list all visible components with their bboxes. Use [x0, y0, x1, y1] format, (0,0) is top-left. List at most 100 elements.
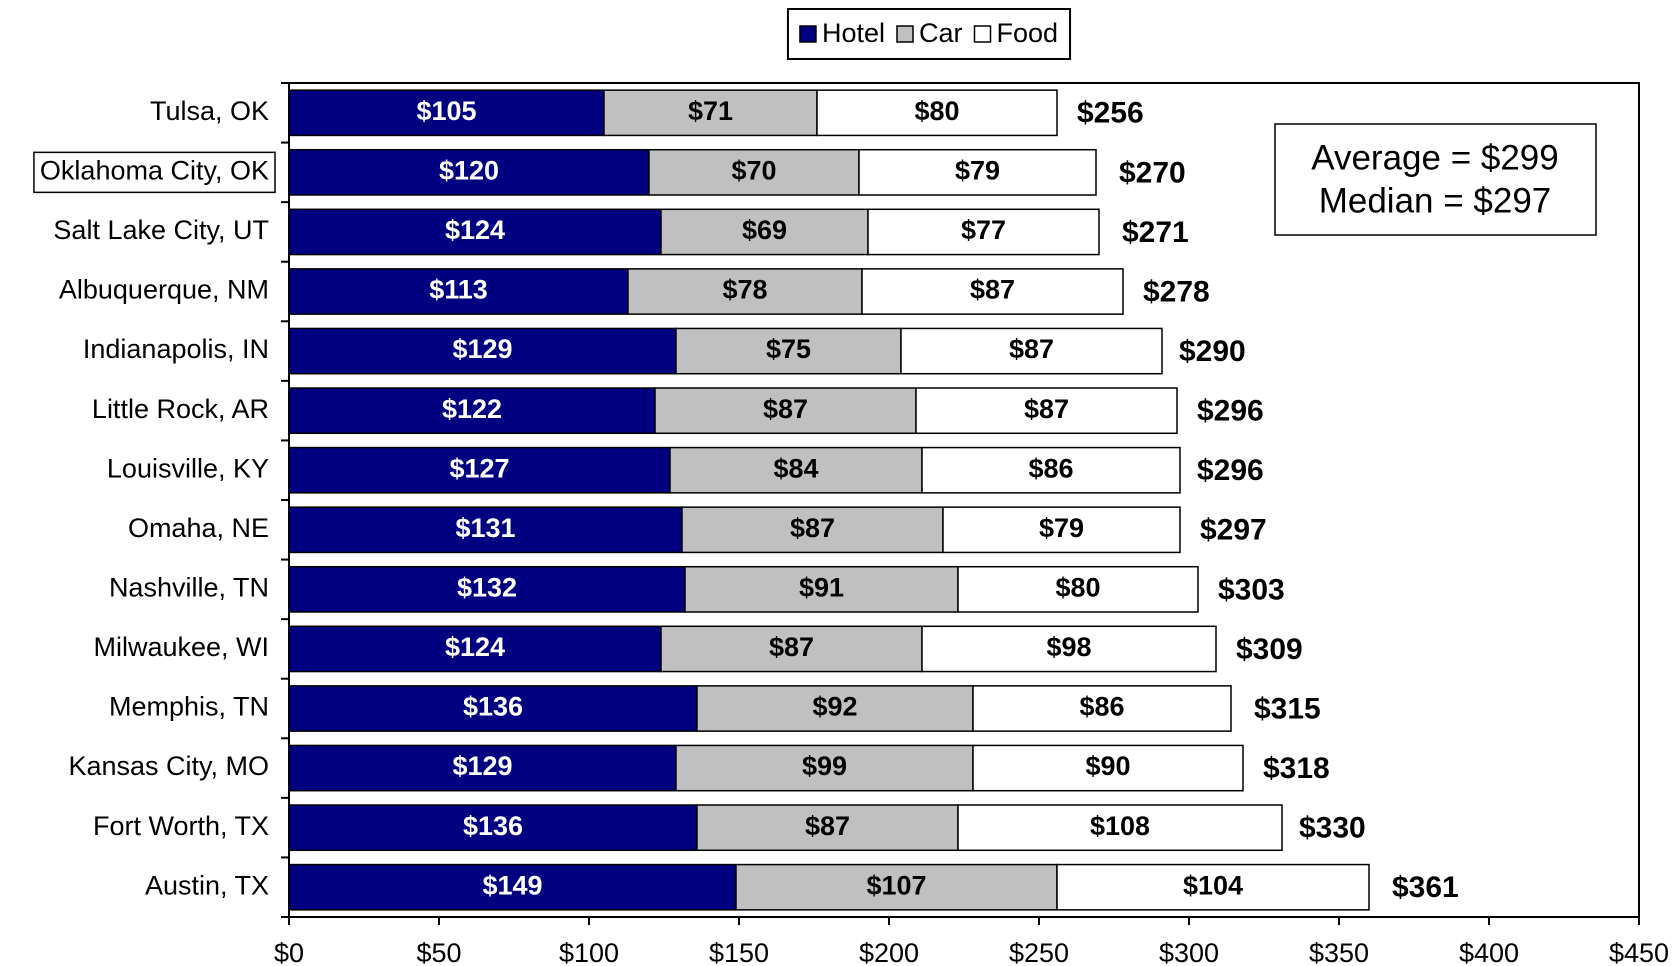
- category-label: Louisville, KY: [107, 453, 269, 483]
- bar-value-label: $136: [463, 811, 523, 841]
- bar-value-label: $105: [416, 96, 476, 126]
- x-tick-label: $250: [1009, 938, 1069, 966]
- bar-segment: [921, 446, 1181, 494]
- legend: [786, 8, 1072, 60]
- legend-label: Food: [997, 18, 1059, 48]
- total-label: $278: [1143, 275, 1210, 308]
- bar-segment: [648, 148, 860, 196]
- bar-value-label: $86: [1079, 692, 1124, 722]
- bar-value-label: $78: [722, 275, 767, 305]
- x-tick-label: $150: [709, 938, 769, 966]
- total-label: $297: [1200, 514, 1267, 547]
- total-label: $318: [1263, 752, 1330, 785]
- legend-label: Hotel: [822, 18, 885, 48]
- category-label: Little Rock, AR: [92, 394, 269, 424]
- bar-segment: [288, 327, 677, 375]
- annotation: Median = $297: [1319, 181, 1552, 220]
- x-tick-label: $100: [559, 938, 619, 966]
- x-tick-label: $400: [1459, 938, 1519, 966]
- category-label: Nashville, TN: [109, 572, 269, 602]
- bar-segment: [288, 804, 698, 852]
- bar-value-label: $71: [688, 96, 733, 126]
- category-label: Tulsa, OK: [150, 96, 269, 126]
- bar-value-label: $87: [1024, 394, 1069, 424]
- bar-value-label: $70: [731, 155, 776, 185]
- bar-segment: [288, 506, 683, 554]
- bar-segment: [288, 446, 671, 494]
- bar-segment: [288, 625, 662, 673]
- bar-value-label: $136: [463, 692, 523, 722]
- bar-value-label: $131: [455, 513, 515, 543]
- bar-segment: [972, 685, 1232, 732]
- bar-segment: [816, 89, 1058, 137]
- total-label: $270: [1119, 156, 1186, 189]
- bar-value-label: $87: [1009, 334, 1054, 364]
- total-label: $296: [1197, 395, 1264, 428]
- bar-segment: [861, 268, 1124, 315]
- bar-segment: [681, 506, 944, 554]
- annotation-box: [1274, 123, 1597, 236]
- total-label: $303: [1218, 573, 1285, 606]
- bar-value-label: $91: [799, 572, 844, 602]
- bar-segment: [288, 387, 656, 435]
- bar-segment: [675, 744, 974, 792]
- bar-value-label: $84: [773, 453, 818, 483]
- bar-segment: [972, 744, 1244, 792]
- bar-segment: [660, 208, 869, 256]
- total-label: $361: [1392, 871, 1459, 904]
- bar-segment: [1056, 863, 1370, 911]
- bar-value-label: $104: [1183, 870, 1243, 900]
- category-label: Memphis, TN: [109, 692, 269, 722]
- category-label: Omaha, NE: [128, 513, 269, 543]
- x-tick-label: $50: [416, 938, 461, 966]
- bar-segment: [288, 685, 698, 732]
- total-label: $296: [1197, 454, 1264, 487]
- category-label: Salt Lake City, UT: [53, 215, 269, 245]
- annotation: Average = $299: [1311, 138, 1558, 177]
- x-tick-label: $350: [1309, 938, 1369, 966]
- category-label: Milwaukee, WI: [93, 632, 269, 662]
- bar-value-label: $69: [742, 215, 787, 245]
- bar-segment: [735, 863, 1058, 911]
- bar-value-label: $120: [439, 155, 499, 185]
- bar-segment: [867, 208, 1100, 256]
- bar-segment: [603, 89, 818, 137]
- total-label: $256: [1077, 97, 1144, 130]
- legend-swatch: [896, 25, 914, 43]
- bar-value-label: $75: [766, 334, 811, 364]
- bar-value-label: $129: [452, 334, 512, 364]
- bar-value-label: $132: [457, 572, 517, 602]
- bar-value-label: $124: [445, 215, 505, 245]
- total-label: $271: [1122, 216, 1189, 249]
- total-label: $315: [1254, 692, 1321, 725]
- legend-swatch: [799, 25, 817, 43]
- bar-value-label: $87: [763, 394, 808, 424]
- bar-segment: [288, 565, 686, 613]
- legend-swatch: [973, 25, 992, 43]
- bar-segment: [900, 327, 1163, 375]
- bar-segment: [942, 506, 1181, 554]
- total-label: $330: [1299, 812, 1366, 845]
- x-tick-label: $450: [1609, 938, 1669, 966]
- bar-value-label: $87: [805, 811, 850, 841]
- bar-value-label: $122: [442, 394, 502, 424]
- bar-value-label: $77: [961, 215, 1006, 245]
- category-label: Austin, TX: [145, 870, 269, 900]
- bar-value-label: $79: [955, 155, 1000, 185]
- bar-value-label: $87: [970, 275, 1015, 305]
- total-label: $290: [1179, 335, 1246, 368]
- bar-segment: [921, 625, 1217, 673]
- bar-segment: [915, 387, 1178, 435]
- bar-value-label: $79: [1039, 513, 1084, 543]
- bar-value-label: $98: [1046, 632, 1091, 662]
- bar-value-label: $86: [1028, 453, 1073, 483]
- legend-label: Car: [919, 18, 963, 48]
- bar-value-label: $127: [449, 453, 509, 483]
- bar-value-label: $99: [802, 751, 847, 781]
- bar-value-label: $80: [914, 96, 959, 126]
- bar-segment: [696, 685, 974, 732]
- x-tick-label: $200: [859, 938, 919, 966]
- bar-segment: [696, 804, 959, 852]
- bar-segment: [288, 208, 662, 256]
- bar-value-label: $149: [482, 870, 542, 900]
